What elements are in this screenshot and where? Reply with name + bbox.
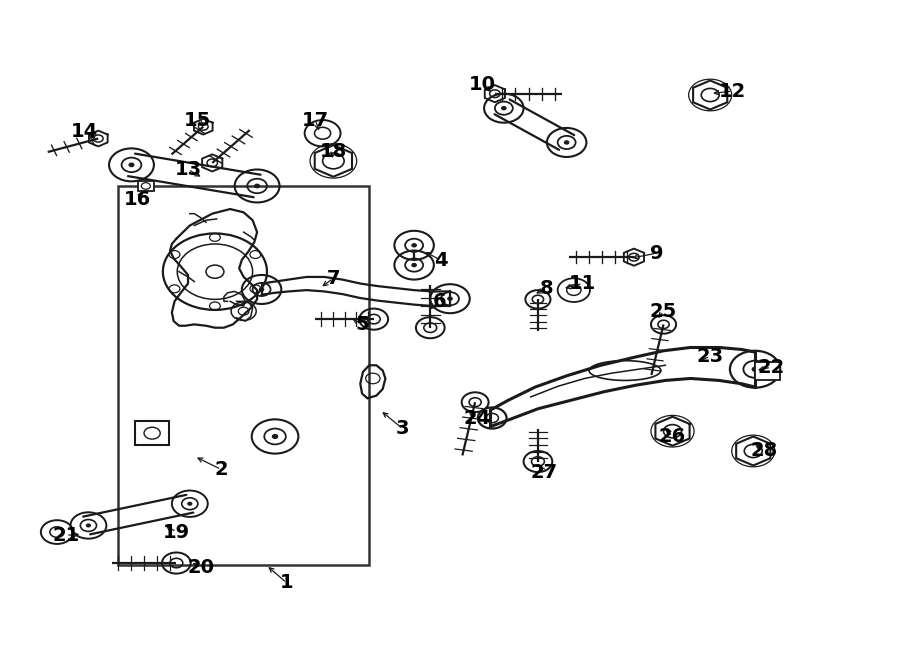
Circle shape bbox=[86, 524, 90, 527]
Circle shape bbox=[129, 163, 134, 167]
Text: 12: 12 bbox=[719, 81, 746, 101]
Text: 15: 15 bbox=[184, 111, 211, 130]
Text: 1: 1 bbox=[280, 573, 293, 592]
Text: 24: 24 bbox=[464, 408, 490, 428]
Text: 27: 27 bbox=[531, 463, 558, 482]
Circle shape bbox=[412, 263, 417, 267]
Text: 10: 10 bbox=[469, 75, 496, 94]
Bar bbox=[755, 362, 780, 381]
Text: 22: 22 bbox=[758, 357, 785, 377]
Circle shape bbox=[273, 434, 278, 438]
Text: 21: 21 bbox=[52, 526, 79, 545]
Text: 5: 5 bbox=[356, 315, 369, 334]
Text: 19: 19 bbox=[163, 522, 190, 542]
Circle shape bbox=[255, 184, 259, 188]
Circle shape bbox=[752, 367, 758, 371]
Text: 17: 17 bbox=[302, 111, 329, 130]
Text: 18: 18 bbox=[320, 142, 347, 161]
Bar bbox=[118, 186, 369, 565]
Text: 28: 28 bbox=[751, 442, 778, 461]
Text: 20: 20 bbox=[187, 557, 214, 577]
Text: 23: 23 bbox=[697, 346, 724, 365]
Circle shape bbox=[259, 288, 264, 291]
Text: 4: 4 bbox=[434, 251, 448, 270]
Text: 8: 8 bbox=[540, 279, 554, 298]
Circle shape bbox=[564, 141, 569, 144]
Circle shape bbox=[412, 244, 417, 247]
Text: 14: 14 bbox=[71, 122, 98, 142]
Text: 16: 16 bbox=[124, 189, 151, 209]
Text: 13: 13 bbox=[175, 160, 202, 179]
Text: 11: 11 bbox=[569, 274, 597, 293]
Text: 3: 3 bbox=[396, 419, 410, 438]
Circle shape bbox=[448, 297, 452, 301]
Text: 25: 25 bbox=[650, 302, 677, 320]
Text: 26: 26 bbox=[659, 427, 686, 446]
Bar bbox=[138, 181, 154, 191]
Circle shape bbox=[188, 502, 192, 505]
Text: 6: 6 bbox=[432, 292, 446, 311]
Bar bbox=[135, 421, 169, 445]
Text: 9: 9 bbox=[650, 244, 663, 263]
Text: 2: 2 bbox=[214, 460, 228, 479]
Text: 7: 7 bbox=[327, 269, 340, 288]
Circle shape bbox=[501, 107, 506, 110]
